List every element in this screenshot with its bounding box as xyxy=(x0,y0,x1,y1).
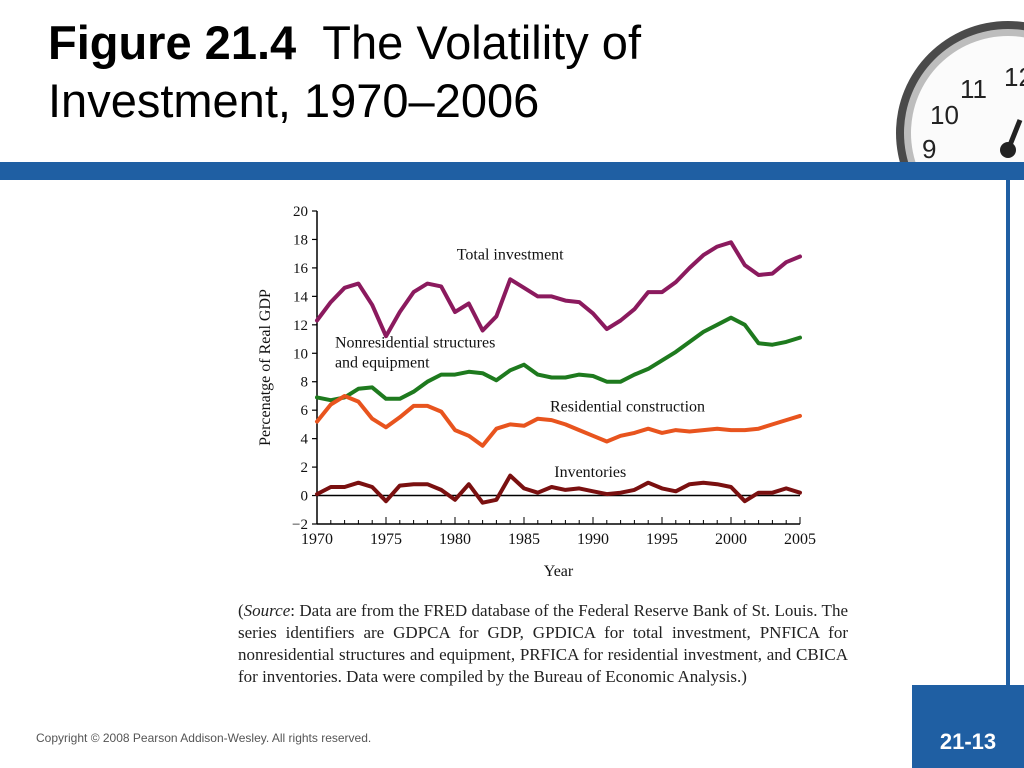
clock-hand xyxy=(1005,119,1023,151)
series-line xyxy=(315,473,802,505)
x-tick-label: 1985 xyxy=(508,531,540,548)
y-tick-label: 0 xyxy=(301,489,309,505)
series-line xyxy=(315,315,802,403)
page-number-box: 21-13 xyxy=(912,685,1024,768)
x-axis: 1970 1975 1980 1985 1990 1995 2000 2005 xyxy=(301,494,816,548)
right-rule xyxy=(1006,180,1010,685)
x-tick-label: 1995 xyxy=(646,531,678,548)
clock-number: 10 xyxy=(930,100,959,130)
series-label: Inventories xyxy=(554,464,626,481)
series-line xyxy=(315,394,802,448)
figure-title: The Volatility of Investment, 1970–2006 xyxy=(48,16,641,127)
y-tick-label: 12 xyxy=(293,318,308,334)
x-tick-label: 1970 xyxy=(301,531,333,548)
y-tick-label: 4 xyxy=(301,432,309,448)
clock-number: 12 xyxy=(1004,62,1024,92)
title-band xyxy=(0,162,1024,180)
series-label: Total investment xyxy=(457,246,564,263)
y-tick-label: 16 xyxy=(293,261,309,277)
y-tick-label: 18 xyxy=(293,232,308,248)
y-tick-label: 20 xyxy=(293,204,308,220)
label-layer: Total investment Nonresidential structure… xyxy=(335,246,705,481)
clock-number: 9 xyxy=(922,134,936,162)
series-label: Nonresidential structures xyxy=(335,335,495,352)
slide-title: Figure 21.4 The Volatility of Investment… xyxy=(48,14,848,130)
series-label: Residential construction xyxy=(550,399,705,416)
y-tick-label: 6 xyxy=(301,403,309,419)
clock-number: 11 xyxy=(960,74,987,104)
series-label: and equipment xyxy=(335,355,430,372)
y-tick-label: 10 xyxy=(293,346,308,362)
x-tick-label: 2000 xyxy=(715,531,747,548)
x-tick-label: 1990 xyxy=(577,531,609,548)
page-number: 21-13 xyxy=(939,729,997,754)
clock-face xyxy=(911,36,1024,162)
source-label: Source xyxy=(243,601,291,620)
x-tick-label: 2005 xyxy=(784,531,816,548)
x-axis-label: Year xyxy=(544,563,574,580)
y-tick-label: −2 xyxy=(292,517,308,533)
x-tick-label: 1980 xyxy=(439,531,471,548)
y-tick-label: 2 xyxy=(301,460,309,476)
y-tick-label: 8 xyxy=(301,375,309,391)
source-note: (Source: Data are from the FRED database… xyxy=(238,601,848,686)
series-layer xyxy=(315,240,802,505)
figure-number: Figure 21.4 xyxy=(48,16,297,69)
source-text: : Data are from the FRED database of the… xyxy=(238,601,848,686)
y-axis-label: Percenatge of Real GDP xyxy=(257,289,274,446)
clock-image: 12 11 10 9 xyxy=(880,0,1024,162)
clock-icon: 12 11 10 9 xyxy=(896,21,1024,162)
series-line xyxy=(315,240,802,339)
x-tick-label: 1975 xyxy=(370,531,402,548)
y-tick-label: 14 xyxy=(293,289,309,305)
copyright: Copyright © 2008 Pearson Addison-Wesley.… xyxy=(36,731,372,745)
